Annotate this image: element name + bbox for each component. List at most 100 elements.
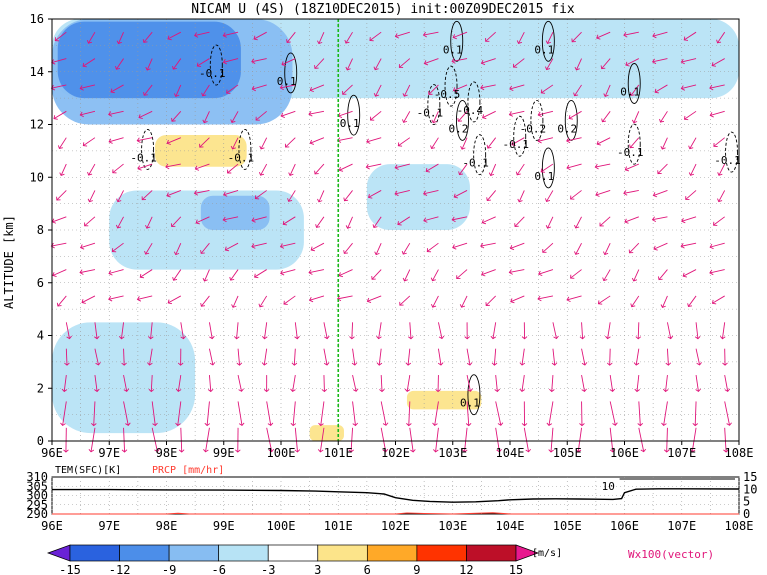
wind-vector-head xyxy=(452,244,457,250)
wind-vector-head xyxy=(173,93,180,97)
wind-vector-head xyxy=(108,296,113,302)
wind-vector-head xyxy=(254,273,259,279)
wind-vector-head xyxy=(222,32,227,38)
wind-vector-head xyxy=(280,112,285,119)
wind-vector xyxy=(165,163,181,168)
wind-vector xyxy=(683,31,697,41)
wind-vector-head xyxy=(397,221,402,226)
wind-vector xyxy=(351,322,354,339)
wind-vector xyxy=(280,84,296,89)
wind-vector xyxy=(232,295,239,308)
wind-vector-head xyxy=(229,276,235,281)
wind-vector xyxy=(280,242,296,248)
wind-vector xyxy=(480,242,496,247)
x-tick-label: 108E xyxy=(725,446,754,460)
wind-vector-head xyxy=(324,335,330,340)
surface-x-tick-label: 97E xyxy=(98,519,120,533)
colorbar-tick-label: -3 xyxy=(261,563,275,575)
wind-vector-head xyxy=(630,303,636,308)
wind-vector-head xyxy=(574,224,580,229)
wind-vector xyxy=(403,84,411,97)
wind-vector xyxy=(380,401,387,426)
wind-vector-head xyxy=(599,222,604,227)
wind-vector-head xyxy=(432,422,438,427)
wind-vector-head xyxy=(452,87,458,93)
wind-vector xyxy=(546,190,554,202)
wind-vector-head xyxy=(279,84,284,91)
w-contour xyxy=(541,147,555,189)
wind-vector-head xyxy=(548,449,554,453)
wind-vector xyxy=(137,163,153,170)
wind-vector xyxy=(288,190,296,202)
wind-vector xyxy=(146,58,153,71)
wind-vector xyxy=(513,58,525,68)
wind-vector xyxy=(509,110,525,115)
wind-vector xyxy=(94,322,98,339)
wind-vector xyxy=(685,190,697,200)
wind-vector-head xyxy=(238,388,244,392)
shade-region xyxy=(52,322,196,434)
wind-vector-head xyxy=(509,85,514,92)
wind-vector xyxy=(629,242,640,254)
wind-vector-head xyxy=(201,92,207,97)
wind-vector xyxy=(603,269,611,281)
wind-vector-head xyxy=(519,362,526,366)
wind-vector xyxy=(637,322,640,339)
wind-vector-head xyxy=(374,251,380,256)
wind-vector xyxy=(402,242,411,255)
wind-vector xyxy=(721,322,726,339)
x-tick-label: 96E xyxy=(41,446,63,460)
wind-vector-head xyxy=(651,216,657,223)
wind-vector xyxy=(167,295,182,304)
wind-vector xyxy=(223,216,239,221)
wind-vector xyxy=(166,137,181,144)
wind-vector-head xyxy=(370,116,375,121)
wind-vector-head xyxy=(688,145,694,150)
wind-vector-head xyxy=(148,388,155,393)
contour-label: -0.1 xyxy=(228,151,255,164)
wind-vector-head xyxy=(594,163,599,170)
wind-vector xyxy=(689,137,697,149)
wind-vector xyxy=(137,295,153,300)
wind-vector xyxy=(203,111,210,123)
y-axis-label: ALTITUDE [km] xyxy=(2,215,16,309)
wind-vector xyxy=(323,322,328,339)
y-tick-label: 8 xyxy=(37,223,44,237)
wind-vector-head xyxy=(288,172,294,176)
wind-vector-head xyxy=(287,198,293,202)
wind-vector xyxy=(452,242,468,249)
wind-vector-head xyxy=(546,422,553,427)
wind-vector xyxy=(320,401,325,426)
wind-vector-head xyxy=(633,362,640,366)
surface-annotation: 10 xyxy=(602,478,735,493)
wind-vector xyxy=(724,401,730,426)
wind-vector xyxy=(581,322,584,339)
wind-vector-head xyxy=(372,224,378,228)
wind-vector xyxy=(309,295,325,301)
wind-vector-head xyxy=(521,336,528,340)
wind-vector-head xyxy=(683,115,689,121)
wind-vector-head xyxy=(603,93,609,97)
wind-vector-head xyxy=(261,335,268,340)
w-contour xyxy=(541,20,555,62)
wind-vector-head xyxy=(460,146,466,150)
wind-vector-head xyxy=(496,449,502,453)
wind-vector xyxy=(490,163,497,176)
wind-vector-head xyxy=(511,141,516,146)
wind-vector xyxy=(171,216,182,227)
wind-vector-head xyxy=(82,62,87,68)
wind-vector xyxy=(425,163,439,172)
wind-vector xyxy=(146,216,153,229)
wind-vector xyxy=(251,58,267,63)
wind-vector-head xyxy=(629,144,634,149)
contour-label: 0.1 xyxy=(340,117,360,130)
wind-vector-head xyxy=(542,248,547,253)
wind-vector-head xyxy=(688,172,695,176)
wind-vector-head xyxy=(194,165,200,171)
wind-vector-head xyxy=(426,248,432,253)
wind-vector-head xyxy=(147,336,154,340)
x-tick-label: 99E xyxy=(213,446,235,460)
contour-label: -0.2 xyxy=(520,122,547,135)
wind-vector xyxy=(195,216,210,224)
